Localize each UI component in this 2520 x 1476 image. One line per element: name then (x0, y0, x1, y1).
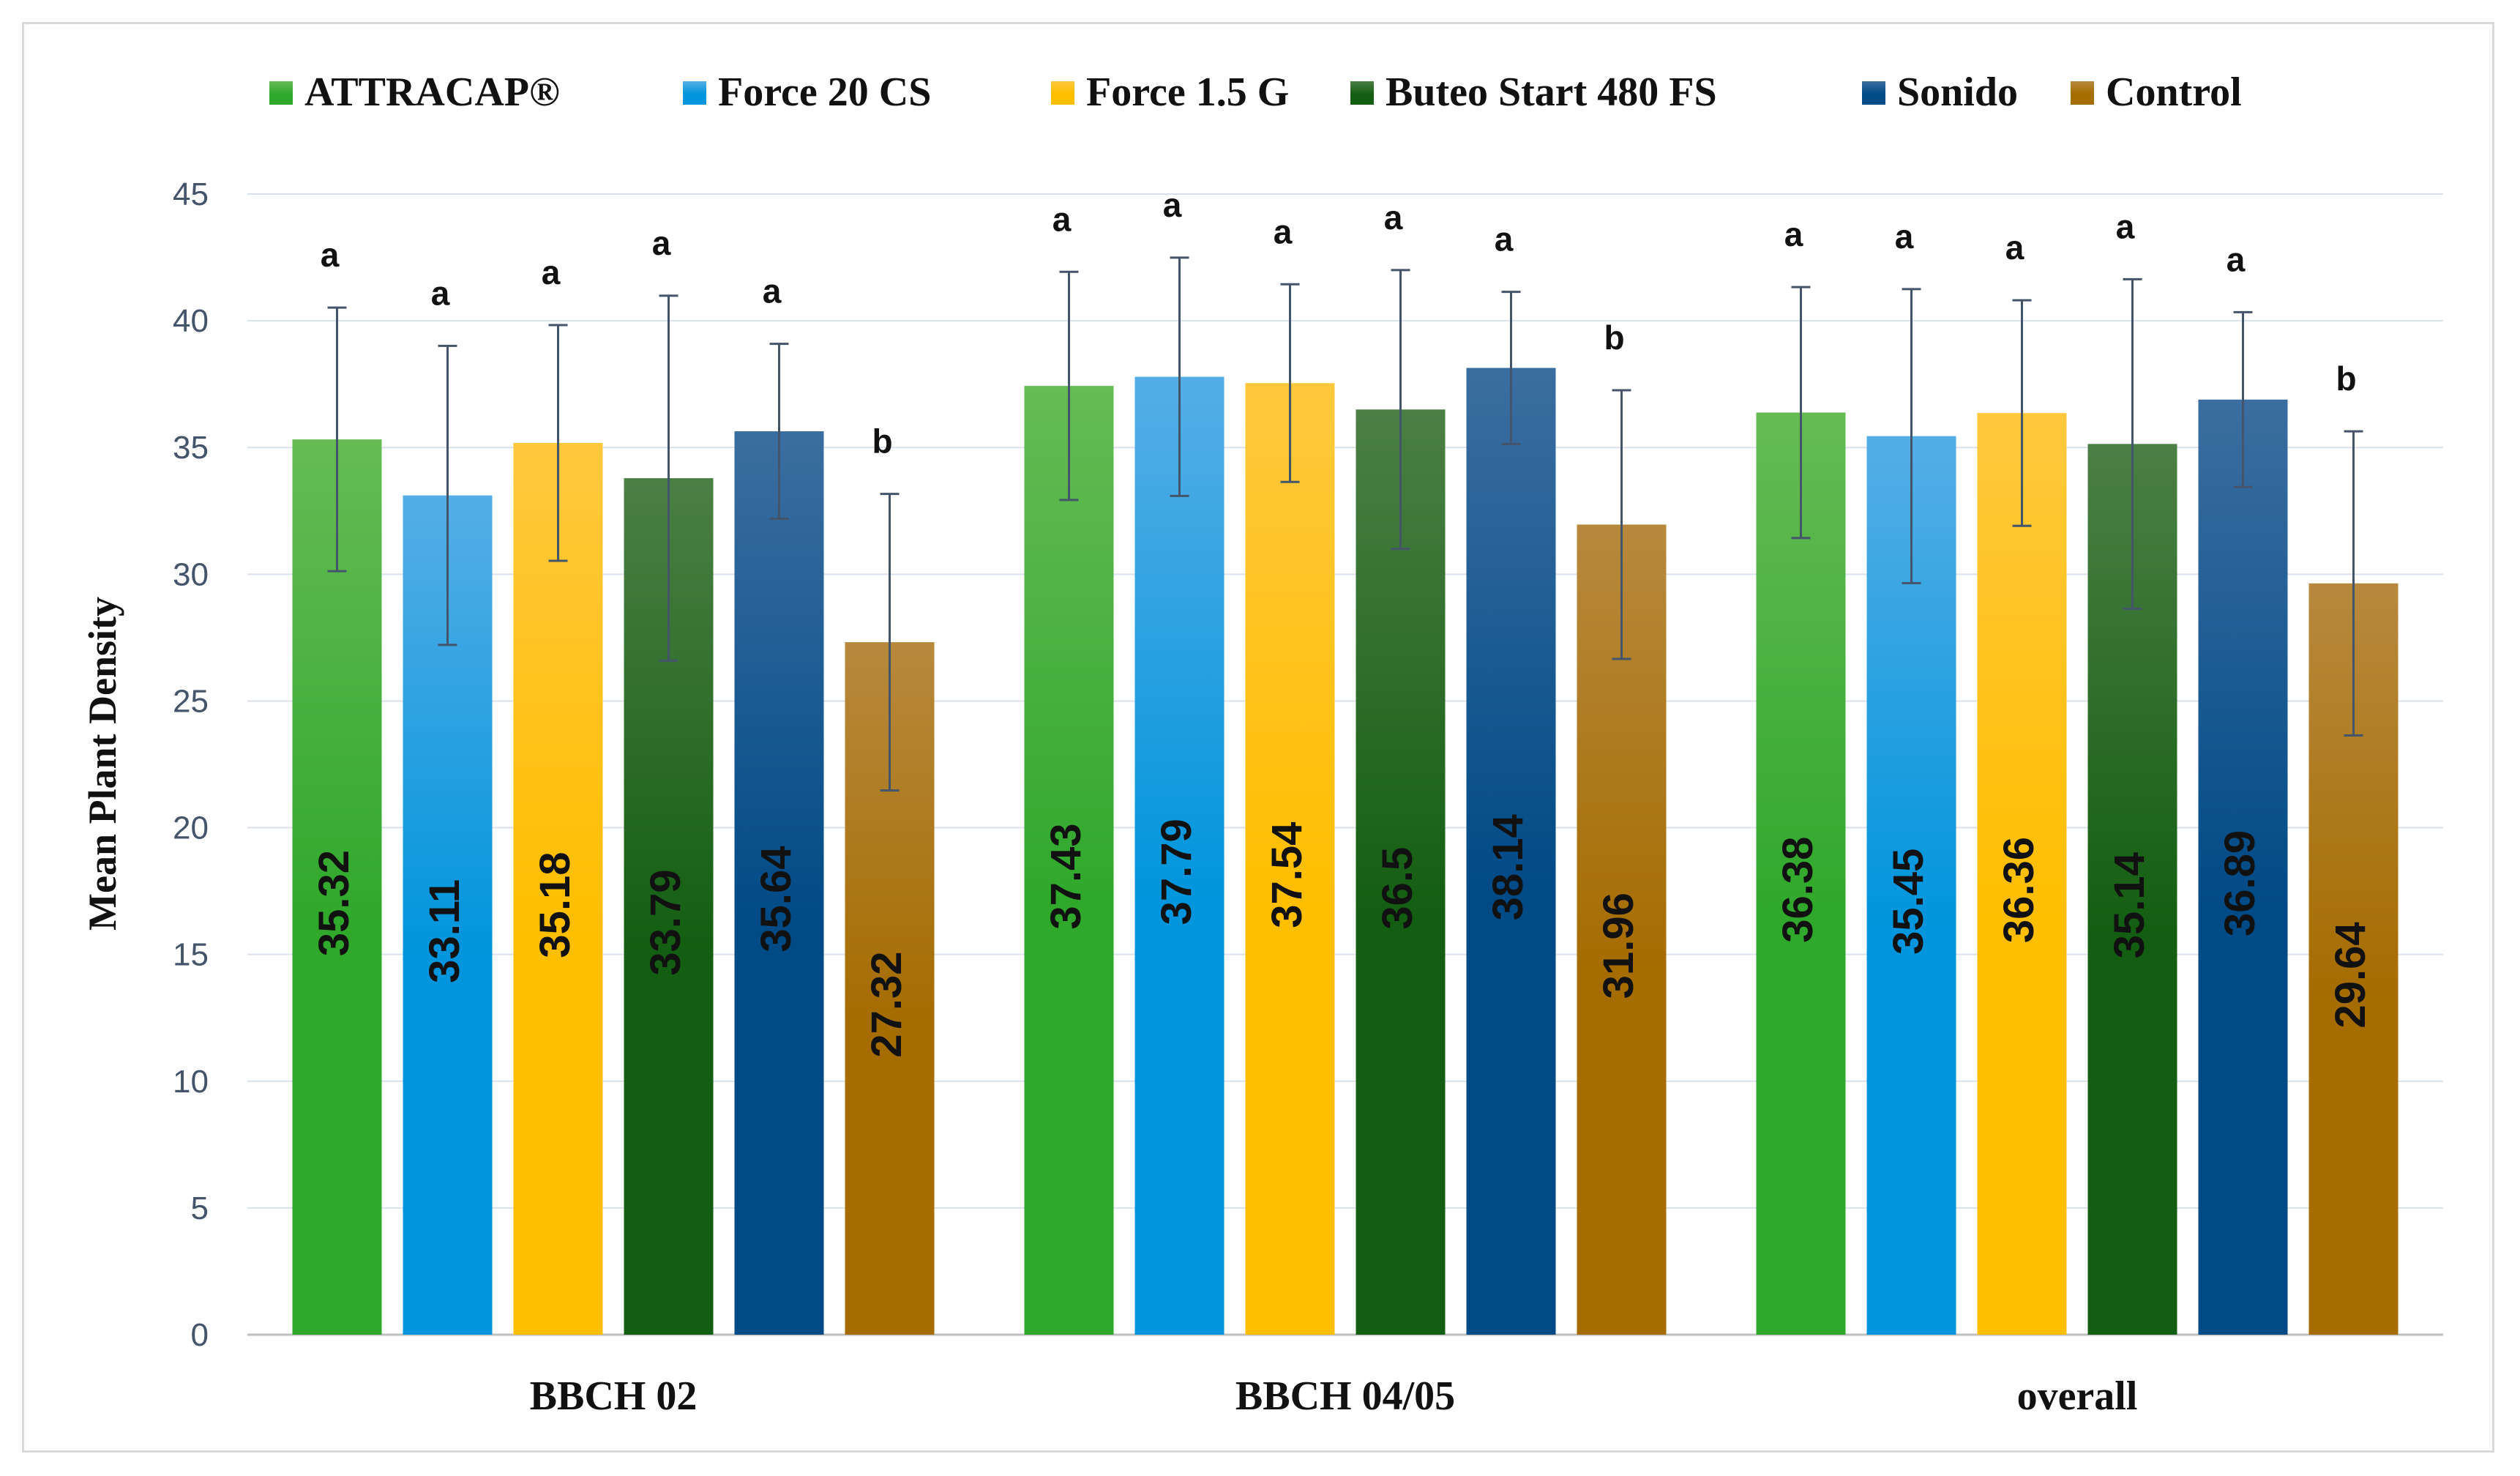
legend-swatch (2071, 81, 2094, 105)
value-label: 37.54 (1263, 822, 1311, 928)
value-label: 27.32 (863, 951, 911, 1057)
value-label: 35.45 (1885, 849, 1932, 955)
y-tick-label: 5 (191, 1190, 209, 1226)
bar (292, 439, 382, 1335)
x-tick-label: overall (2017, 1374, 2138, 1419)
significance-letter: a (1053, 200, 1072, 238)
y-tick-label: 30 (173, 556, 209, 592)
legend-swatch (1051, 81, 1074, 105)
value-label: 31.96 (1595, 892, 1642, 999)
bar (513, 442, 603, 1335)
bar (1024, 386, 1114, 1335)
y-tick-label: 45 (173, 176, 209, 212)
significance-letter: a (2227, 240, 2246, 278)
x-axis-ticks: BBCH 02 BBCH 04/05 overall (530, 1374, 2138, 1419)
y-tick-label: 10 (173, 1064, 209, 1100)
significance-letter: b (872, 422, 892, 461)
legend-swatch (269, 81, 293, 105)
bar (1866, 436, 1956, 1335)
bar (1245, 383, 1335, 1335)
value-label: 35.14 (2106, 852, 2153, 958)
significance-letter: a (1895, 217, 1914, 256)
significance-letter: a (1784, 215, 1803, 253)
value-label: 37.79 (1153, 819, 1200, 925)
value-labels: 35.32 33.11 35.18 33.79 35.64 27.32 37.43 37.79… (310, 814, 2374, 1057)
value-label: 36.36 (1995, 837, 2043, 943)
y-tick-label: 20 (173, 810, 209, 846)
gridlines (247, 193, 2443, 1336)
error-bars (327, 256, 2363, 792)
significance-letter: a (652, 224, 671, 262)
legend-swatch (683, 81, 706, 105)
bar (1756, 412, 1846, 1335)
y-tick-label: 15 (173, 937, 209, 973)
bar (1977, 413, 2067, 1335)
bars (292, 368, 2399, 1335)
bar (1466, 368, 1556, 1335)
legend-swatch (1862, 81, 1885, 105)
significance-letter: a (2005, 228, 2024, 266)
significance-letter: a (1495, 220, 1514, 258)
value-label: 38.14 (1484, 814, 1532, 920)
significance-letter: a (431, 274, 450, 312)
chart-frame: 0 5 10 15 20 25 30 35 40 45 35.32 33.11 35.18 33.79 3… (22, 22, 2494, 1453)
significance-letters: a a a a a b a a a a a b a a a a a b (321, 186, 2357, 461)
significance-letter: a (1384, 198, 1403, 236)
legend-label: Sonido (1897, 70, 2018, 115)
legend-swatch (1350, 81, 1374, 105)
value-label: 35.64 (752, 846, 800, 952)
x-tick-label: BBCH 02 (530, 1374, 698, 1419)
value-label: 29.64 (2327, 922, 2374, 1028)
bar (1134, 376, 1225, 1335)
y-tick-label: 25 (173, 683, 209, 719)
legend: ATTRACAP® Force 20 CS Force 1.5 G Buteo Sta… (269, 70, 2242, 115)
bar (2198, 399, 2288, 1335)
legend-label: Force 20 CS (718, 70, 931, 115)
legend-label: ATTRACAP® (304, 70, 560, 115)
x-tick-label: BBCH 04/05 (1235, 1374, 1455, 1419)
significance-letter: a (1274, 212, 1293, 250)
legend-label: Force 1.5 G (1086, 70, 1289, 115)
y-axis-ticks: 0 5 10 15 20 25 30 35 40 45 (173, 176, 209, 1353)
bar (1356, 409, 1446, 1335)
significance-letter: a (763, 272, 782, 310)
value-label: 35.32 (310, 850, 358, 956)
significance-letter: a (1163, 186, 1182, 224)
bar (734, 431, 824, 1335)
y-tick-label: 0 (191, 1317, 209, 1353)
significance-letter: a (2116, 207, 2135, 245)
significance-letter: b (2336, 359, 2356, 398)
significance-letter: a (542, 253, 561, 291)
y-axis-label: Mean Plant Density (81, 597, 124, 931)
value-label: 37.43 (1042, 823, 1090, 929)
value-label: 35.18 (531, 851, 579, 958)
value-label: 36.38 (1774, 837, 1822, 943)
legend-label: Control (2106, 70, 2242, 115)
significance-letter: a (321, 236, 340, 274)
value-label: 36.89 (2216, 830, 2264, 936)
legend-label: Buteo Start 480 FS (1386, 70, 1717, 115)
value-label: 36.5 (1374, 847, 1421, 930)
value-label: 33.11 (421, 879, 468, 983)
value-label: 33.79 (642, 869, 689, 975)
y-tick-label: 35 (173, 430, 209, 466)
y-tick-label: 40 (173, 303, 209, 339)
significance-letter: b (1604, 318, 1624, 357)
